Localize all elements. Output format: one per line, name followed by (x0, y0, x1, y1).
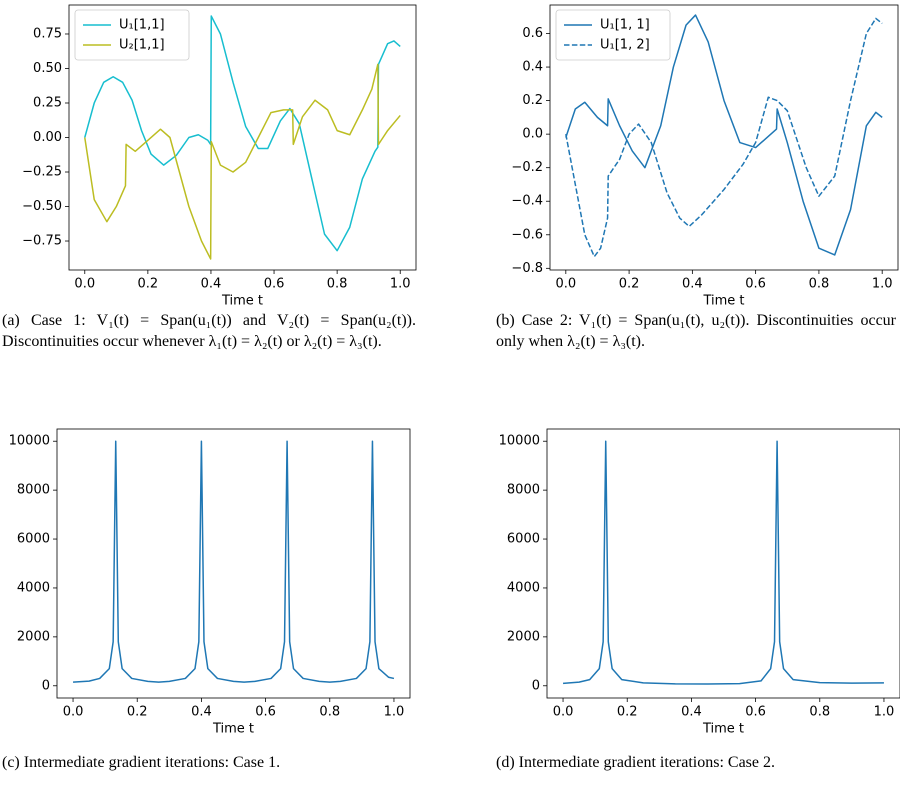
y-tick-label: 0.2 (522, 93, 543, 108)
axes-frame (56, 428, 411, 699)
x-tick-label: 0.4 (681, 705, 702, 720)
x-axis-label: Time t (702, 722, 744, 737)
y-tick-label: 10000 (9, 434, 50, 449)
y-tick-label: 6000 (507, 532, 540, 547)
y-tick-label: 10000 (499, 434, 540, 449)
caption: (b) Case 2: V₁(t) = Span(u₁(t), u₂(t)). … (496, 312, 896, 350)
axes-frame (546, 428, 900, 699)
x-tick-label: 0.6 (745, 705, 766, 720)
legend-box (555, 9, 671, 61)
legend-label: U₂[1,1] (119, 38, 165, 53)
x-tick-label: 0.6 (255, 705, 276, 720)
y-tick-label: 0 (42, 678, 50, 693)
y-tick-label: 0.75 (33, 26, 62, 41)
x-tick-label: 0.8 (809, 705, 830, 720)
x-tick-label: 0.6 (745, 277, 766, 292)
x-axis-label: Time t (212, 722, 254, 737)
x-tick-label: 0.4 (191, 705, 212, 720)
y-tick-label: 0 (532, 678, 540, 693)
y-tick-label: −0.75 (22, 234, 62, 249)
x-tick-label: 0.0 (74, 277, 95, 292)
x-tick-label: 0.2 (138, 277, 159, 292)
y-tick-label: 4000 (17, 580, 50, 595)
legend-label: U₁[1, 2] (600, 38, 650, 53)
y-tick-label: 0.00 (33, 130, 62, 145)
x-tick-label: 0.8 (809, 277, 830, 292)
y-tick-label: 8000 (507, 483, 540, 498)
legend-box (74, 9, 190, 61)
y-tick-label: −0.2 (511, 160, 543, 175)
y-tick-label: 0.25 (33, 95, 62, 110)
y-tick-label: −0.8 (511, 261, 543, 276)
x-tick-label: 0.0 (553, 705, 574, 720)
x-tick-label: 0.4 (201, 277, 222, 292)
x-tick-label: 0.6 (264, 277, 285, 292)
y-tick-label: −0.6 (511, 227, 543, 242)
y-tick-label: −0.4 (511, 194, 543, 209)
line-series (84, 15, 401, 252)
x-tick-label: 1.0 (384, 705, 405, 720)
x-tick-label: 1.0 (874, 705, 895, 720)
x-tick-label: 0.2 (617, 705, 638, 720)
y-tick-label: 0.50 (33, 61, 62, 76)
y-tick-label: 2000 (17, 629, 50, 644)
x-axis-label: Time t (702, 294, 744, 309)
y-tick-label: 6000 (17, 532, 50, 547)
x-tick-label: 0.0 (555, 277, 576, 292)
line-series (84, 63, 401, 260)
line-series (73, 440, 395, 683)
axes-frame (549, 4, 899, 271)
legend-label: U₁[1, 1] (600, 18, 650, 33)
y-tick-label: 0.0 (522, 127, 543, 142)
x-tick-label: 1.0 (390, 277, 411, 292)
x-tick-label: 1.0 (872, 277, 893, 292)
y-tick-label: −0.50 (22, 199, 62, 214)
caption: (a) Case 1: V₁(t) = Span(u₁(t)) and V₂(t… (2, 312, 416, 350)
y-tick-label: 8000 (17, 483, 50, 498)
y-tick-label: 4000 (507, 580, 540, 595)
x-tick-label: 0.0 (63, 705, 84, 720)
x-axis-label: Time t (221, 294, 263, 309)
y-tick-label: −0.25 (22, 165, 62, 180)
line-series (562, 440, 884, 685)
line-series (565, 17, 883, 258)
x-tick-label: 0.2 (619, 277, 640, 292)
caption: (c) Intermediate gradient iterations: Ca… (2, 754, 281, 771)
caption: (d) Intermediate gradient iterations: Ca… (496, 754, 776, 771)
legend-label: U₁[1,1] (119, 18, 165, 33)
x-tick-label: 0.8 (319, 705, 340, 720)
y-tick-label: 0.4 (522, 60, 543, 75)
x-tick-label: 0.8 (327, 277, 348, 292)
line-series (565, 14, 883, 256)
y-tick-label: 0.6 (522, 26, 543, 41)
y-tick-label: 2000 (507, 629, 540, 644)
x-tick-label: 0.2 (127, 705, 148, 720)
x-tick-label: 0.4 (682, 277, 703, 292)
